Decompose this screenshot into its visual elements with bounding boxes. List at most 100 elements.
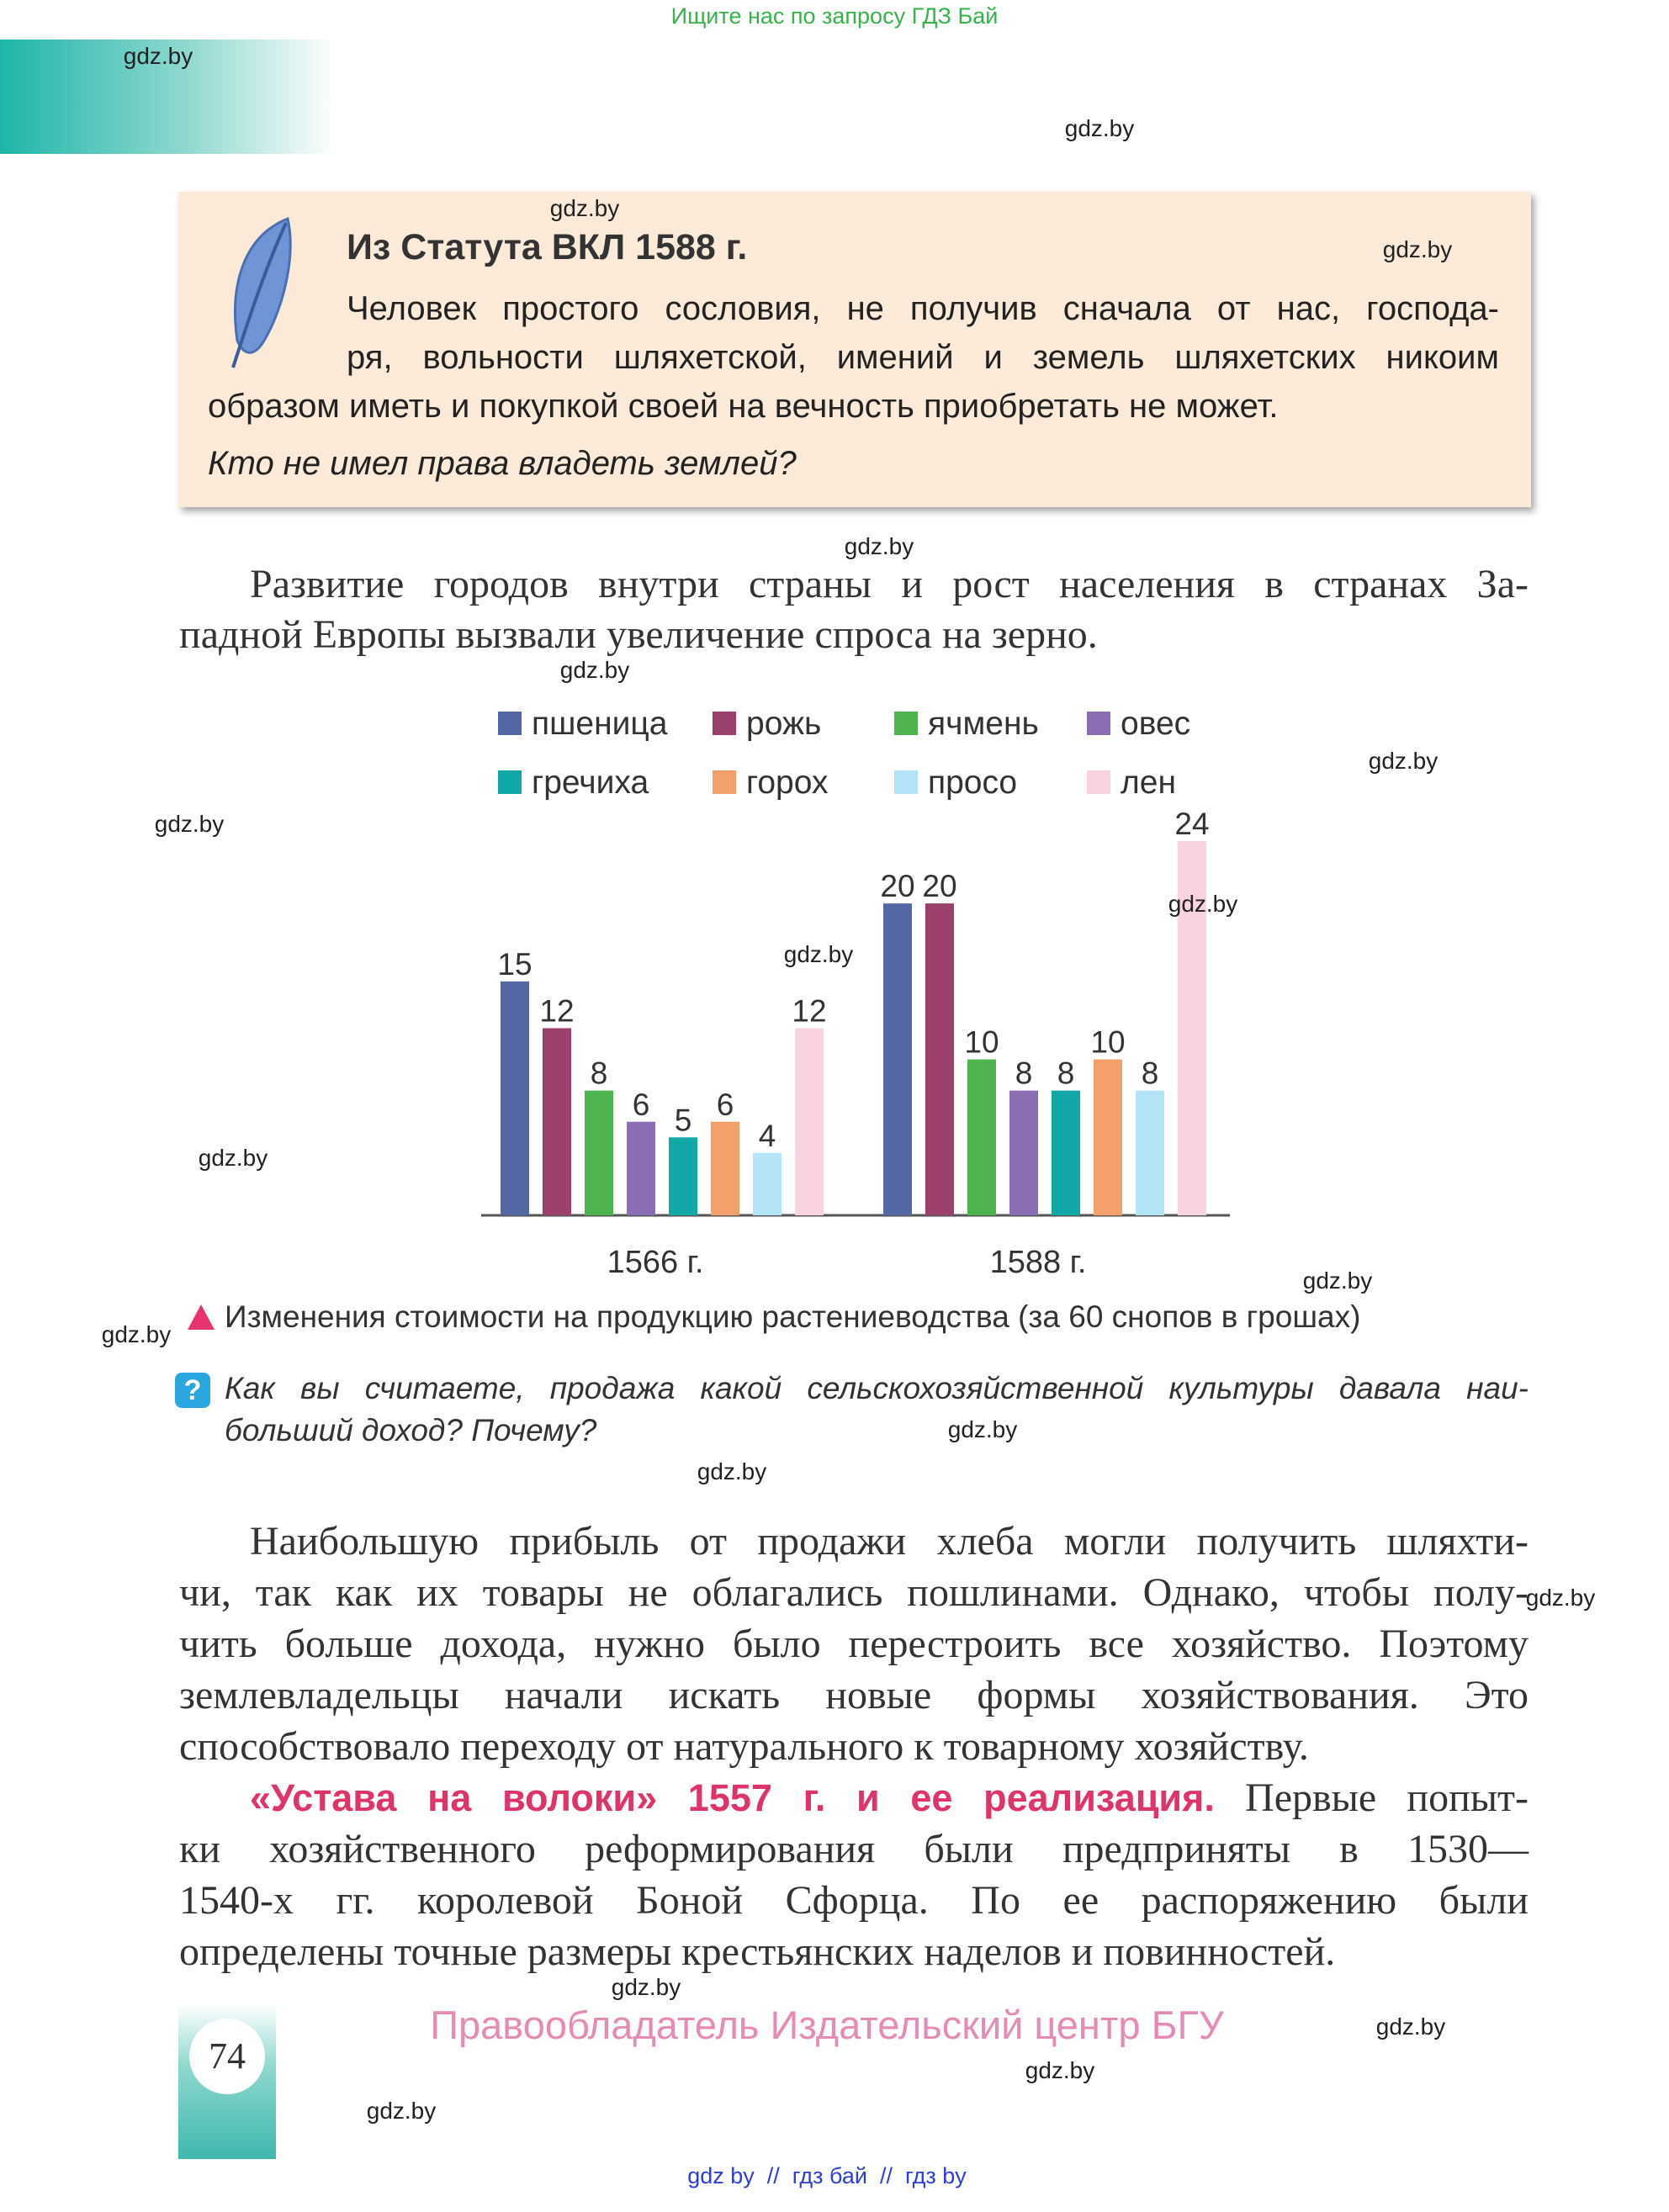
bar	[925, 903, 954, 1215]
paragraph-line: Наибольшую прибыль от продажи хлеба могл…	[250, 1519, 1529, 1564]
bar	[1009, 1090, 1038, 1215]
paragraph-line: чить больше дохода, нужно было перестрои…	[179, 1622, 1529, 1666]
paragraph-line: падной Европы вызвали увеличение спроса …	[179, 612, 1098, 657]
value-label: 20	[880, 869, 914, 903]
section-heading: «Устава на волоки» 1557 г. и ее реализац…	[250, 1776, 1215, 1819]
watermark: gdz.by	[947, 1416, 1018, 1442]
value-label: 20	[922, 869, 956, 903]
legend-swatch	[498, 770, 522, 794]
value-label: 4	[759, 1119, 776, 1153]
box-line: образом иметь и покупкой своей на вечнос…	[208, 388, 1279, 425]
legend-label: рожь	[746, 706, 821, 742]
box-line: Человек простого сословия, не получив сн…	[347, 290, 1499, 327]
legend-label: гречиха	[532, 765, 649, 801]
paragraph-line: «Устава на волоки» 1557 г. и ее реализац…	[250, 1775, 1529, 1822]
value-label: 24	[1174, 807, 1209, 841]
triangle	[188, 1304, 215, 1330]
value-label: 6	[633, 1087, 650, 1122]
bar	[1178, 841, 1206, 1215]
value-label: 8	[591, 1056, 608, 1091]
x-tick-label: 1588 г.	[990, 1245, 1087, 1280]
value-label: 10	[1090, 1025, 1125, 1060]
legend-swatch	[713, 712, 736, 735]
feather-icon	[231, 216, 292, 368]
footer-links: gdz by // гдз бай // гдз by	[687, 2163, 967, 2188]
legend-swatch	[713, 770, 736, 794]
question-icon: ?	[175, 1373, 210, 1408]
paragraph-text: Первые попыт-	[1245, 1775, 1529, 1820]
value-label: 15	[497, 947, 532, 982]
bar	[1136, 1090, 1164, 1215]
x-tick-label: 1566 г.	[607, 1245, 704, 1280]
question-line: Как вы считаете, продажа какой сельскохо…	[225, 1371, 1529, 1405]
bar	[627, 1121, 655, 1215]
search-note: Ищите нас по запросу ГДЗ Бай	[670, 3, 999, 29]
watermark: gdz.by	[1382, 236, 1453, 262]
bar	[711, 1121, 739, 1215]
legend-swatch	[1087, 770, 1110, 794]
paragraph-line: Развитие городов внутри страны и рост на…	[250, 562, 1529, 606]
top-banner	[0, 40, 336, 154]
bar	[795, 1028, 824, 1215]
watermark: gdz.by	[1064, 115, 1135, 141]
legend-label: горох	[746, 765, 829, 801]
watermark: gdz.by	[101, 1321, 172, 1347]
value-label: 12	[792, 994, 826, 1029]
page-number: 74	[189, 2019, 265, 2094]
chart: пшеница рожь ячмень овес гречиха горох просо ле…	[481, 706, 1230, 1280]
watermark: gdz.by	[154, 811, 225, 837]
box-line: ря, вольности шляхетской, имений и земел…	[347, 339, 1499, 376]
feather-quill	[231, 222, 288, 368]
watermark: gdz.by	[123, 43, 193, 69]
bar	[967, 1059, 996, 1215]
legend-label: ячмень	[928, 706, 1039, 742]
value-label: 6	[717, 1087, 734, 1122]
legend-label: лен	[1121, 765, 1176, 801]
paragraph-line: ки хозяйственного реформирования были пр…	[179, 1827, 1529, 1871]
paragraph-line: 1540-х гг. королевой Боной Сфорца. По ее…	[179, 1878, 1529, 1923]
watermark: gdz.by	[1525, 1585, 1596, 1611]
source-box	[178, 192, 1531, 507]
paragraph-line: определены точные размеры крестьянских н…	[179, 1929, 1336, 1974]
watermark: gdz.by	[198, 1145, 268, 1171]
watermark: gdz.by	[1302, 1267, 1373, 1294]
value-label: 8	[1142, 1056, 1159, 1091]
chart-caption: Изменения стоимости на продукцию растени…	[225, 1299, 1361, 1334]
watermark: gdz.by	[559, 657, 630, 683]
legend-swatch	[894, 770, 918, 794]
legend-label: овес	[1121, 706, 1190, 742]
legend-swatch	[894, 712, 918, 735]
bar	[669, 1137, 697, 1215]
watermark: gdz.by	[783, 941, 854, 967]
bar	[501, 981, 529, 1215]
bar	[1052, 1090, 1080, 1215]
value-label: 5	[675, 1103, 692, 1137]
watermark: gdz.by	[1375, 2014, 1446, 2040]
watermark: gdz.by	[1368, 748, 1439, 774]
watermark: gdz.by	[1168, 891, 1238, 917]
legend-swatch	[1087, 712, 1110, 735]
legend-swatch	[498, 712, 522, 735]
bar	[585, 1090, 613, 1215]
box-question: Кто не имел права владеть землей?	[208, 445, 797, 482]
value-label: 8	[1057, 1056, 1075, 1091]
value-label: 10	[964, 1025, 999, 1060]
box-title: Из Статута ВКЛ 1588 г.	[347, 227, 748, 267]
bar	[1094, 1059, 1122, 1215]
watermark: gdz.by	[611, 1974, 681, 2000]
copyright: Правообладатель Издательский центр БГУ	[430, 2003, 1224, 2047]
legend-label: пшеница	[532, 706, 668, 742]
watermark: gdz.by	[844, 533, 914, 559]
paragraph-line: чи, так как их товары не облагались пошл…	[179, 1570, 1529, 1615]
value-label: 12	[539, 994, 574, 1029]
question-line: больший доход? Почему?	[225, 1413, 597, 1447]
bar	[543, 1028, 571, 1215]
value-label: 8	[1015, 1056, 1033, 1091]
bar	[883, 903, 912, 1215]
watermark: gdz.by	[697, 1458, 767, 1484]
paragraph-line: способствовало переходу от натурального …	[179, 1724, 1309, 1769]
caption-triangle	[188, 1304, 215, 1330]
watermark: gdz.by	[366, 2098, 437, 2124]
watermark: gdz.by	[549, 195, 620, 221]
